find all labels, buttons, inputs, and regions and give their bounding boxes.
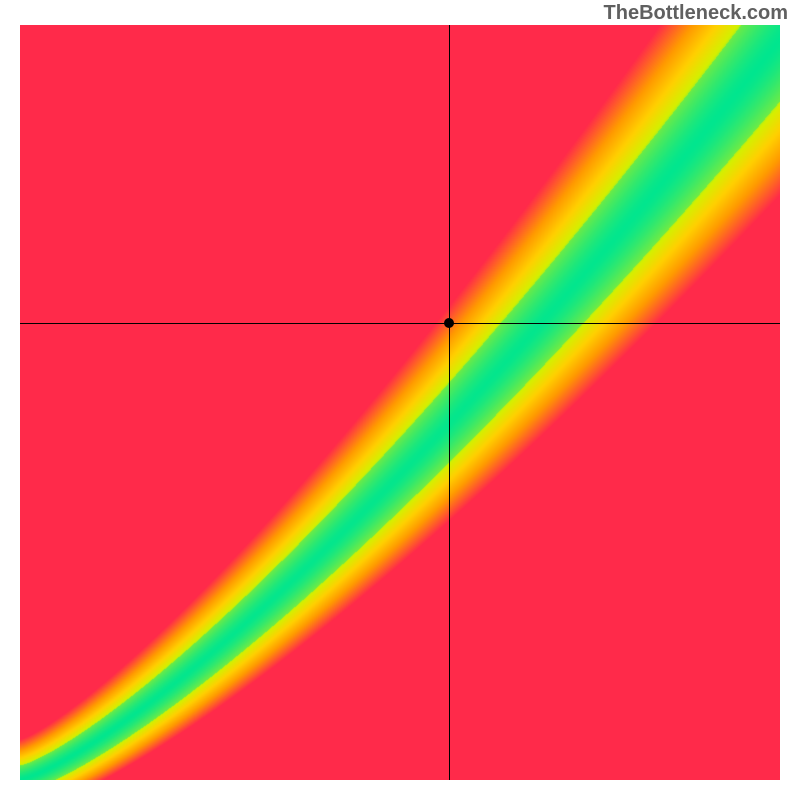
heatmap-canvas — [20, 25, 780, 780]
crosshair-vertical — [449, 25, 450, 780]
plot-area — [20, 25, 780, 780]
crosshair-marker — [444, 318, 454, 328]
watermark-text: TheBottleneck.com — [604, 2, 788, 25]
crosshair-horizontal — [20, 323, 780, 324]
